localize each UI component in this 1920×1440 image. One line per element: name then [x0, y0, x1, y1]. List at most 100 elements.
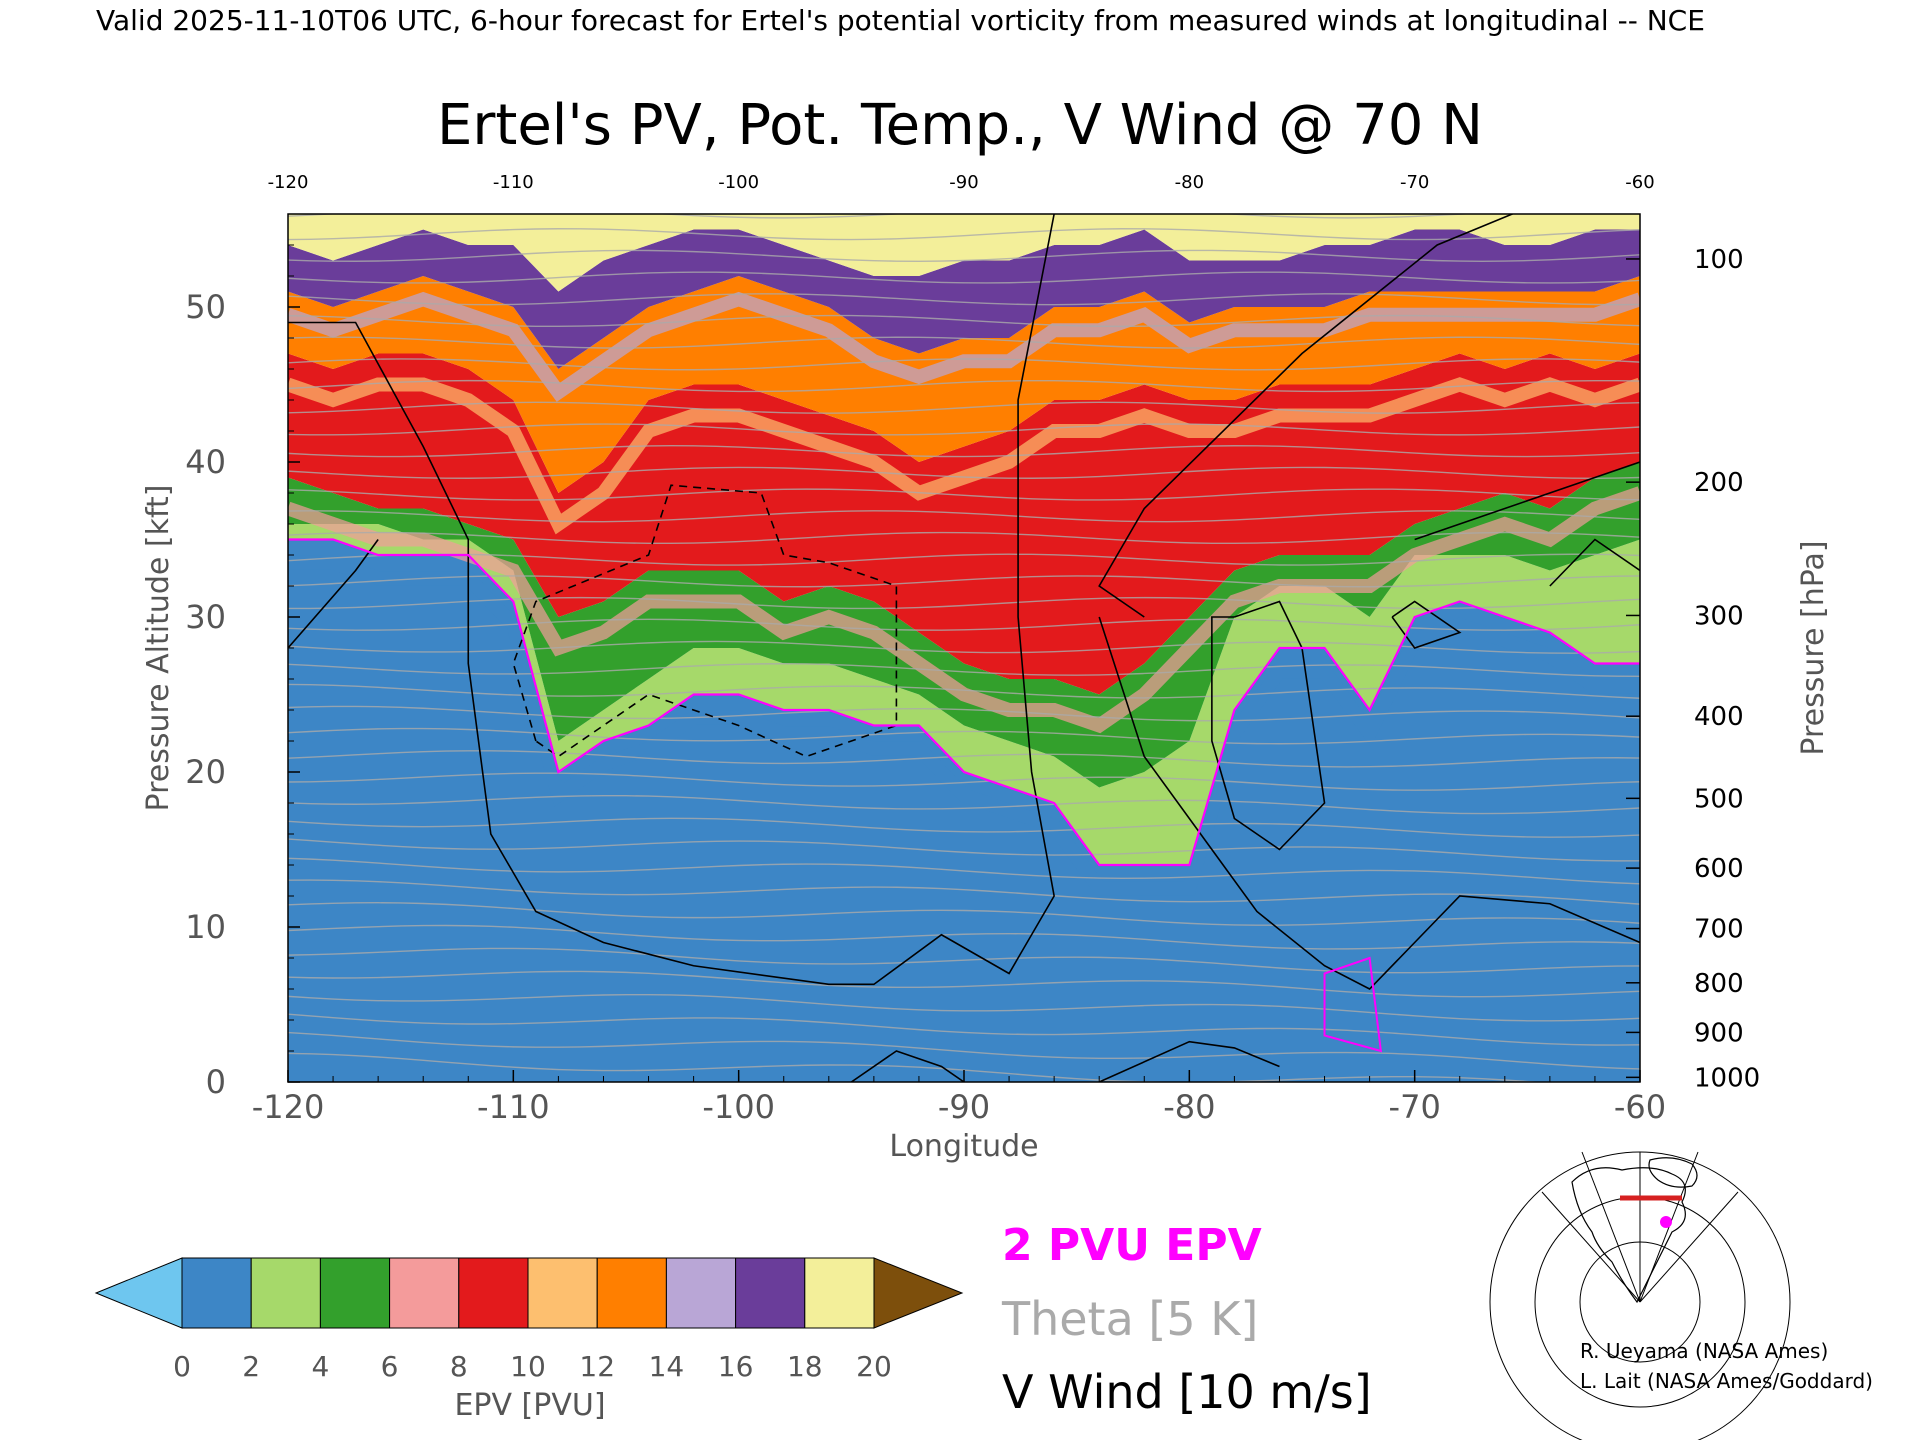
- epv-band-4-7: [288, 462, 1640, 788]
- colorbar-tick-label: 14: [649, 1350, 685, 1383]
- colorbar-segment: [665, 1257, 737, 1329]
- theta-contour-1: [288, 1031, 1640, 1070]
- colorbar-label: EPV [PVU]: [454, 1388, 605, 1423]
- theta-contour-35: [288, 293, 1640, 306]
- colorbar-segment: [250, 1257, 321, 1329]
- pressure-tick-label: 700: [1694, 915, 1744, 945]
- colorbar-tick-label: 18: [787, 1350, 823, 1383]
- theta-contour-9: [288, 857, 1640, 885]
- theta-contour-16: [288, 705, 1640, 722]
- y-axis-label-left: Pressure Altitude [kft]: [141, 485, 176, 812]
- colorbar-tick-label: 16: [718, 1350, 754, 1383]
- epv-band-2-4: [288, 524, 1640, 865]
- theta-contour-32: [288, 358, 1640, 371]
- vwind-contour-7: [1391, 600, 1462, 649]
- legend-pvu: 2 PVU EPV: [1002, 1220, 1262, 1271]
- y-tick-label: 20: [185, 753, 226, 791]
- y-tick-label: 0: [206, 1063, 226, 1101]
- legend-vwind: V Wind [10 m/s]: [1002, 1365, 1372, 1419]
- theta-contour-2: [288, 1013, 1640, 1046]
- y-tick-label: 10: [185, 908, 226, 946]
- theta-contour-33: [288, 336, 1640, 349]
- y-axis-label-right: Pressure [hPa]: [1796, 540, 1831, 755]
- colorbar-segment: [804, 1257, 875, 1329]
- theta-contour-17: [288, 683, 1640, 699]
- y-tick-label: 40: [185, 443, 226, 481]
- theta-contour-36: [288, 271, 1640, 284]
- x-tick-label: -80: [1163, 1088, 1215, 1126]
- theta-contour-14: [288, 750, 1640, 768]
- credit-line-1: R. Ueyama (NASA Ames): [1580, 1339, 1828, 1363]
- pressure-tick-label: 600: [1694, 854, 1744, 884]
- vwind-contours: [288, 214, 1640, 1082]
- theta-contour-11: [288, 817, 1640, 838]
- theta-contour-30: [288, 401, 1640, 414]
- pressure-tick-label: 300: [1694, 601, 1744, 631]
- top-tick-label: -120: [268, 172, 309, 193]
- x-axis-ticks: -120 -110 -100 -90 -80 -70 -60: [252, 1070, 1666, 1126]
- vwind-contour-3: [1098, 214, 1515, 618]
- theta-contour-5: [288, 947, 1640, 974]
- theta-contour-10: [288, 838, 1640, 862]
- theta-contour-26: [288, 488, 1640, 501]
- x-tick-label: -110: [477, 1088, 550, 1126]
- colorbar-segment: [735, 1257, 806, 1329]
- theta-contour-27: [288, 466, 1640, 479]
- pvu2-contour: [288, 538, 1640, 1053]
- top-tick-label: -80: [1175, 172, 1204, 193]
- credit-line-2: L. Lait (NASA Ames/Goddard): [1580, 1369, 1873, 1393]
- top-tick-label: -90: [949, 172, 978, 193]
- theta-contour-20: [288, 618, 1640, 631]
- theta-contour-25: [288, 510, 1640, 523]
- epv-shade-3: [288, 291, 1640, 402]
- vwind-contour-6: [1414, 461, 1640, 541]
- theta-contour-15: [288, 727, 1640, 745]
- top-tick-label: -110: [493, 172, 534, 193]
- y-axis-ticks: 0 10 20 30 40 50: [185, 213, 300, 1101]
- theta-contour-18: [288, 663, 1640, 678]
- epv-band-7-12: [288, 353, 1640, 695]
- theta-contour-7: [288, 902, 1640, 926]
- pressure-tick-label: 500: [1694, 784, 1744, 814]
- epv-filled-contours: [288, 214, 1640, 1082]
- pvu2-contour-line: [288, 538, 1640, 867]
- theta-contour-38: [288, 228, 1640, 241]
- colorbar-high-arrow: [873, 1257, 964, 1329]
- epv-band-18-20: [288, 214, 1640, 292]
- x-axis-label: Longitude: [889, 1129, 1038, 1164]
- y-tick-label: 50: [185, 288, 226, 326]
- theta-contour-3: [288, 993, 1640, 1022]
- colorbar-tick-label: 12: [579, 1350, 615, 1383]
- colorbar-tick-label: 10: [510, 1350, 546, 1383]
- colorbar-tick-label: 0: [173, 1350, 191, 1383]
- theta-contour-21: [288, 596, 1640, 610]
- pressure-tick-label: 400: [1694, 702, 1744, 732]
- pressure-tick-label: 200: [1694, 468, 1744, 498]
- x-tick-label: -100: [702, 1088, 775, 1126]
- top-tick-label: -100: [718, 172, 759, 193]
- x-tick-label: -120: [252, 1088, 325, 1126]
- theta-contour-24: [288, 531, 1640, 545]
- colorbar-tick-label: 2: [242, 1350, 260, 1383]
- theta-contour-28: [288, 445, 1640, 458]
- top-axis-ticks: -120 -110 -100 -90 -80 -70 -60: [268, 172, 1655, 193]
- theta-contour-23: [288, 553, 1640, 566]
- header-text: Valid 2025-11-10T06 UTC, 6-hour forecast…: [96, 4, 1705, 37]
- y-tick-label: 30: [185, 598, 226, 636]
- top-tick-label: -60: [1625, 172, 1654, 193]
- x-tick-label: -90: [938, 1088, 990, 1126]
- theta-contour-4: [288, 970, 1640, 998]
- pressure-tick-label: 1000: [1694, 1063, 1760, 1093]
- theta-contour-13: [288, 772, 1640, 791]
- colorbar-segment: [596, 1257, 667, 1329]
- colorbar-low-arrow: [94, 1257, 183, 1329]
- vwind-contour-5: [1211, 600, 1326, 851]
- pressure-axis-ticks: 100 200 300 400 500 600 700 800 900 1000: [1626, 245, 1760, 1093]
- vwind-contour-0: [288, 214, 1055, 986]
- epv-shade-1: [288, 486, 1640, 734]
- theta-contour-6: [288, 924, 1640, 950]
- pressure-tick-label: 100: [1694, 245, 1744, 275]
- vwind-contour-9: [1098, 1040, 1280, 1082]
- pressure-tick-label: 800: [1694, 969, 1744, 999]
